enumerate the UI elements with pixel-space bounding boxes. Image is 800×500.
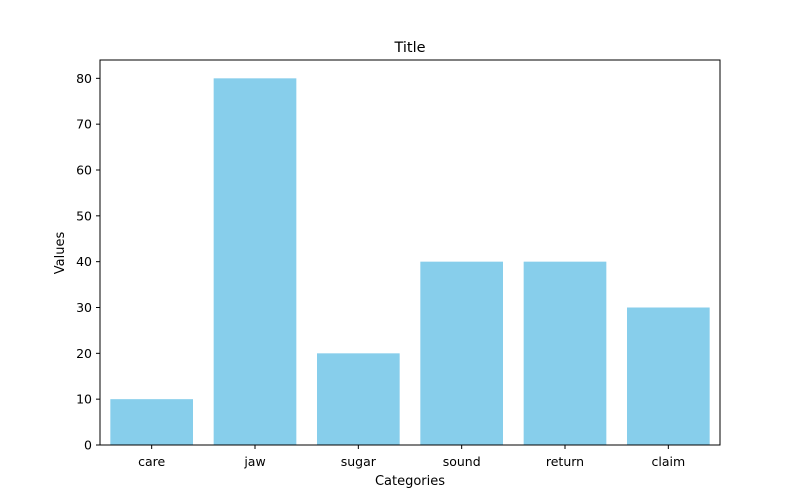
plot-area-frame <box>99 59 721 446</box>
bar-sugar <box>317 353 400 445</box>
x-tick-label-care: care <box>138 454 165 469</box>
bar-return <box>523 261 607 445</box>
x-tick-label-sound: sound <box>443 454 481 469</box>
x-tick-label-return: return <box>546 454 584 469</box>
y-tick-label-40: 40 <box>76 254 92 269</box>
chart-title: Title <box>393 40 425 56</box>
y-tick-label-30: 30 <box>76 300 92 315</box>
y-tick-label-20: 20 <box>76 346 92 361</box>
x-tick-label-jaw: jaw <box>243 454 265 469</box>
x-axis-label: Categories <box>375 474 445 489</box>
y-tick-label-70: 70 <box>76 117 92 132</box>
bar-sound <box>420 261 503 445</box>
y-tick-label-10: 10 <box>76 392 92 407</box>
bar-claim <box>627 307 710 445</box>
y-tick-label-0: 0 <box>84 438 92 453</box>
x-tick-label-sugar: sugar <box>341 454 377 469</box>
x-axis-ticks: care jaw sugar sound return claim <box>138 445 685 469</box>
bar-jaw <box>213 78 297 445</box>
bars-group <box>110 78 710 445</box>
x-tick-label-claim: claim <box>652 454 686 469</box>
y-tick-label-60: 60 <box>76 163 92 178</box>
y-tick-label-50: 50 <box>76 208 92 223</box>
y-axis-label: Values <box>53 232 68 275</box>
y-tick-label-80: 80 <box>76 71 92 86</box>
y-axis-ticks: 0 10 20 30 40 50 60 70 80 <box>76 71 100 453</box>
bar-care <box>110 399 193 445</box>
